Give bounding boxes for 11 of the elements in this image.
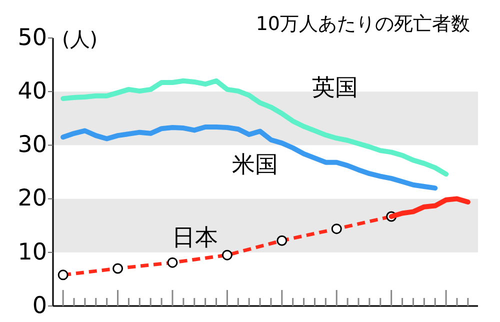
y-tick-label: 50 — [18, 24, 47, 51]
series-label: 米国 — [232, 152, 278, 178]
y-tick-label: 20 — [18, 186, 47, 212]
y-axis-title: (人) — [62, 27, 98, 51]
y-tick-label: 40 — [18, 78, 47, 104]
series-label: 英国 — [312, 75, 358, 101]
series-label: 日本 — [172, 225, 218, 251]
y-tick-label: 30 — [18, 132, 47, 158]
y-tick-label: 0 — [32, 292, 47, 319]
chart-subtitle: 10万人あたりの死亡者数 — [256, 13, 470, 35]
y-tick-label: 10 — [18, 239, 47, 266]
